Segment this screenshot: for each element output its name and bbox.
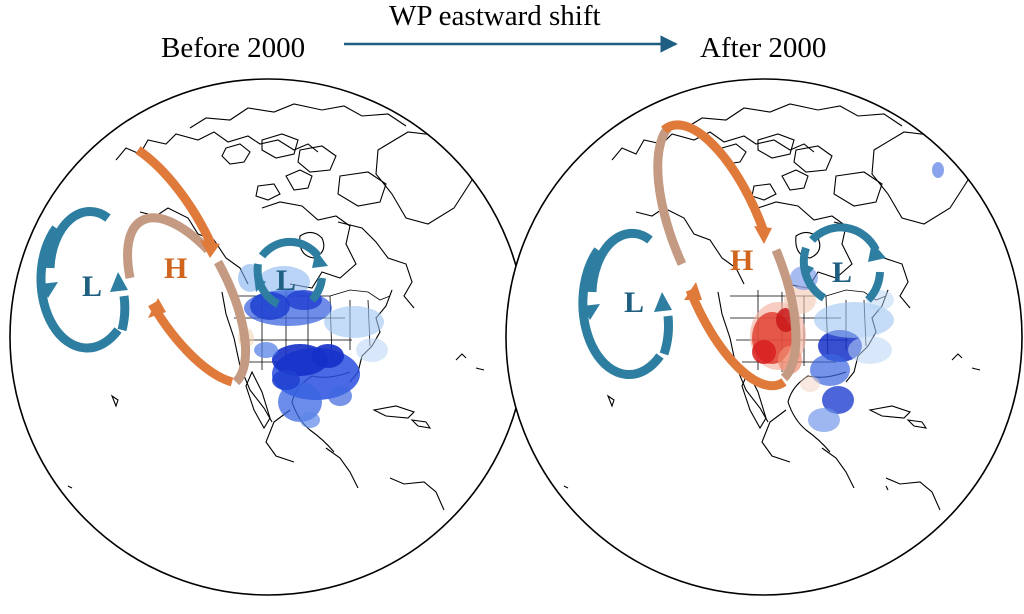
globe-outline xyxy=(9,78,527,596)
before-2000-label: Before 2000 xyxy=(161,32,306,64)
low-cell-east xyxy=(253,237,328,308)
after-2000-label: After 2000 xyxy=(700,32,827,64)
low-label-east: L xyxy=(832,256,852,289)
globe-before: L H L xyxy=(9,78,527,596)
low-label-east: L xyxy=(276,264,296,297)
high-cell xyxy=(653,120,801,391)
low-cell-east xyxy=(799,223,886,303)
precip-anomaly-before xyxy=(238,264,388,428)
low-label-west: L xyxy=(82,270,102,303)
low-cell-west xyxy=(36,207,130,353)
high-cell xyxy=(123,146,251,387)
low-label-west: L xyxy=(624,286,644,319)
globe-after: L H L xyxy=(505,78,1023,596)
low-cell-west xyxy=(578,228,673,379)
high-label: H xyxy=(730,244,753,277)
shift-label: WP eastward shift xyxy=(389,0,601,32)
high-label: H xyxy=(164,252,187,285)
